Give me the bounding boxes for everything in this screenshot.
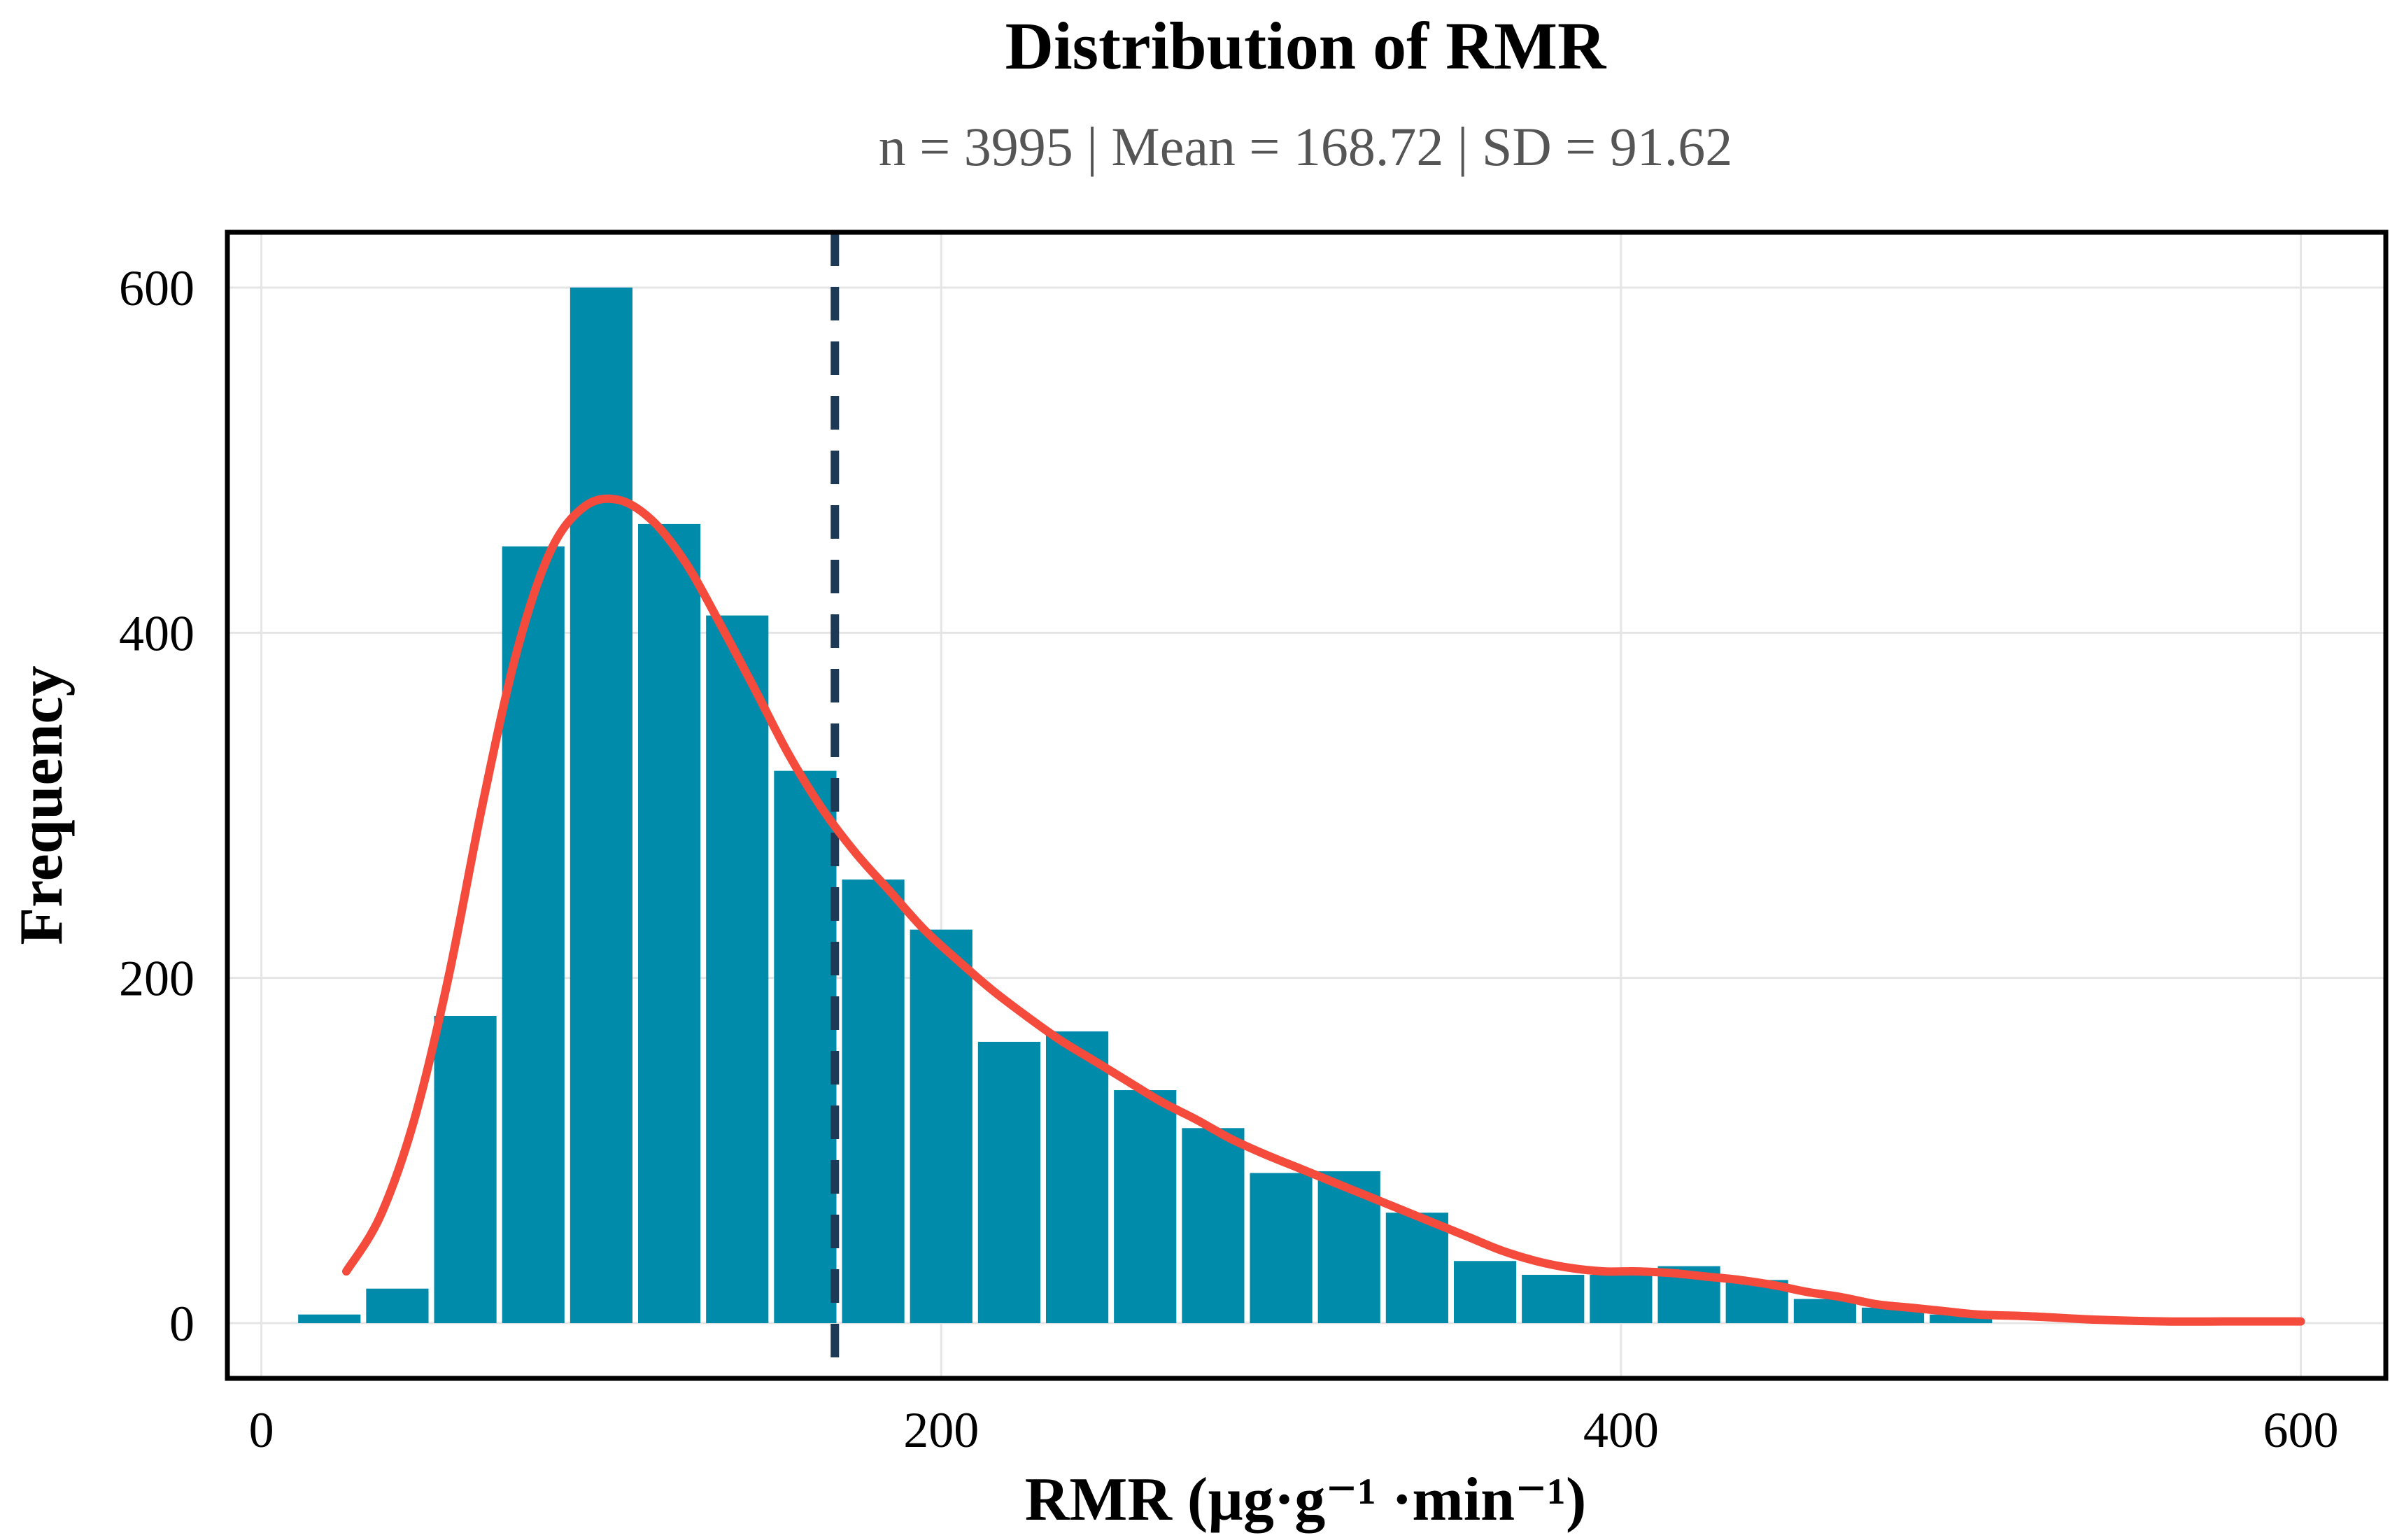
histogram-bar <box>1385 1213 1448 1324</box>
y-tick-label: 200 <box>119 951 195 1007</box>
histogram-bar <box>637 523 701 1324</box>
density-curve-line <box>342 494 2305 1326</box>
plot-frame <box>225 229 2389 1381</box>
y-tick-label: 400 <box>119 605 195 661</box>
density-curve <box>342 494 2305 1326</box>
histogram-bar <box>977 1041 1040 1324</box>
histogram-bar <box>774 770 837 1324</box>
x-tick-label: 0 <box>249 1402 274 1458</box>
histogram-bar <box>1045 1031 1109 1324</box>
histogram-bar <box>366 1288 429 1324</box>
chart-subtitle: n = 3995 | Mean = 168.72 | SD = 91.62 <box>879 116 1733 177</box>
histogram-bar <box>1793 1299 1856 1324</box>
histogram-bar <box>910 929 973 1324</box>
histogram-bar <box>298 1314 361 1324</box>
y-tick-label: 600 <box>119 260 195 316</box>
histogram-bar <box>434 1015 497 1324</box>
histogram-bar <box>570 287 632 1324</box>
x-tick-label: 200 <box>903 1402 979 1458</box>
histogram-bar <box>1453 1261 1517 1324</box>
histogram-bar <box>1522 1274 1585 1324</box>
y-axis-label: Frequency <box>8 665 76 945</box>
histogram-bar <box>1590 1274 1653 1324</box>
histogram-bars <box>298 287 1993 1324</box>
histogram-bar <box>1182 1128 1245 1324</box>
x-axis-ticks: 0 200 400 600 <box>249 1402 2339 1458</box>
y-axis-ticks: 0 200 400 600 <box>119 260 195 1352</box>
x-tick-label: 600 <box>2263 1402 2339 1458</box>
y-tick-label: 0 <box>169 1296 195 1352</box>
histogram-bar <box>1250 1173 1313 1324</box>
x-axis-label: RMR (µg·g⁻¹ ·min⁻¹) <box>1025 1466 1587 1534</box>
chart-title: Distribution of RMR <box>1005 8 1607 83</box>
histogram-bar <box>842 880 905 1324</box>
histogram-bar <box>1114 1090 1177 1324</box>
x-tick-label: 400 <box>1583 1402 1659 1458</box>
histogram-bar <box>706 615 769 1324</box>
